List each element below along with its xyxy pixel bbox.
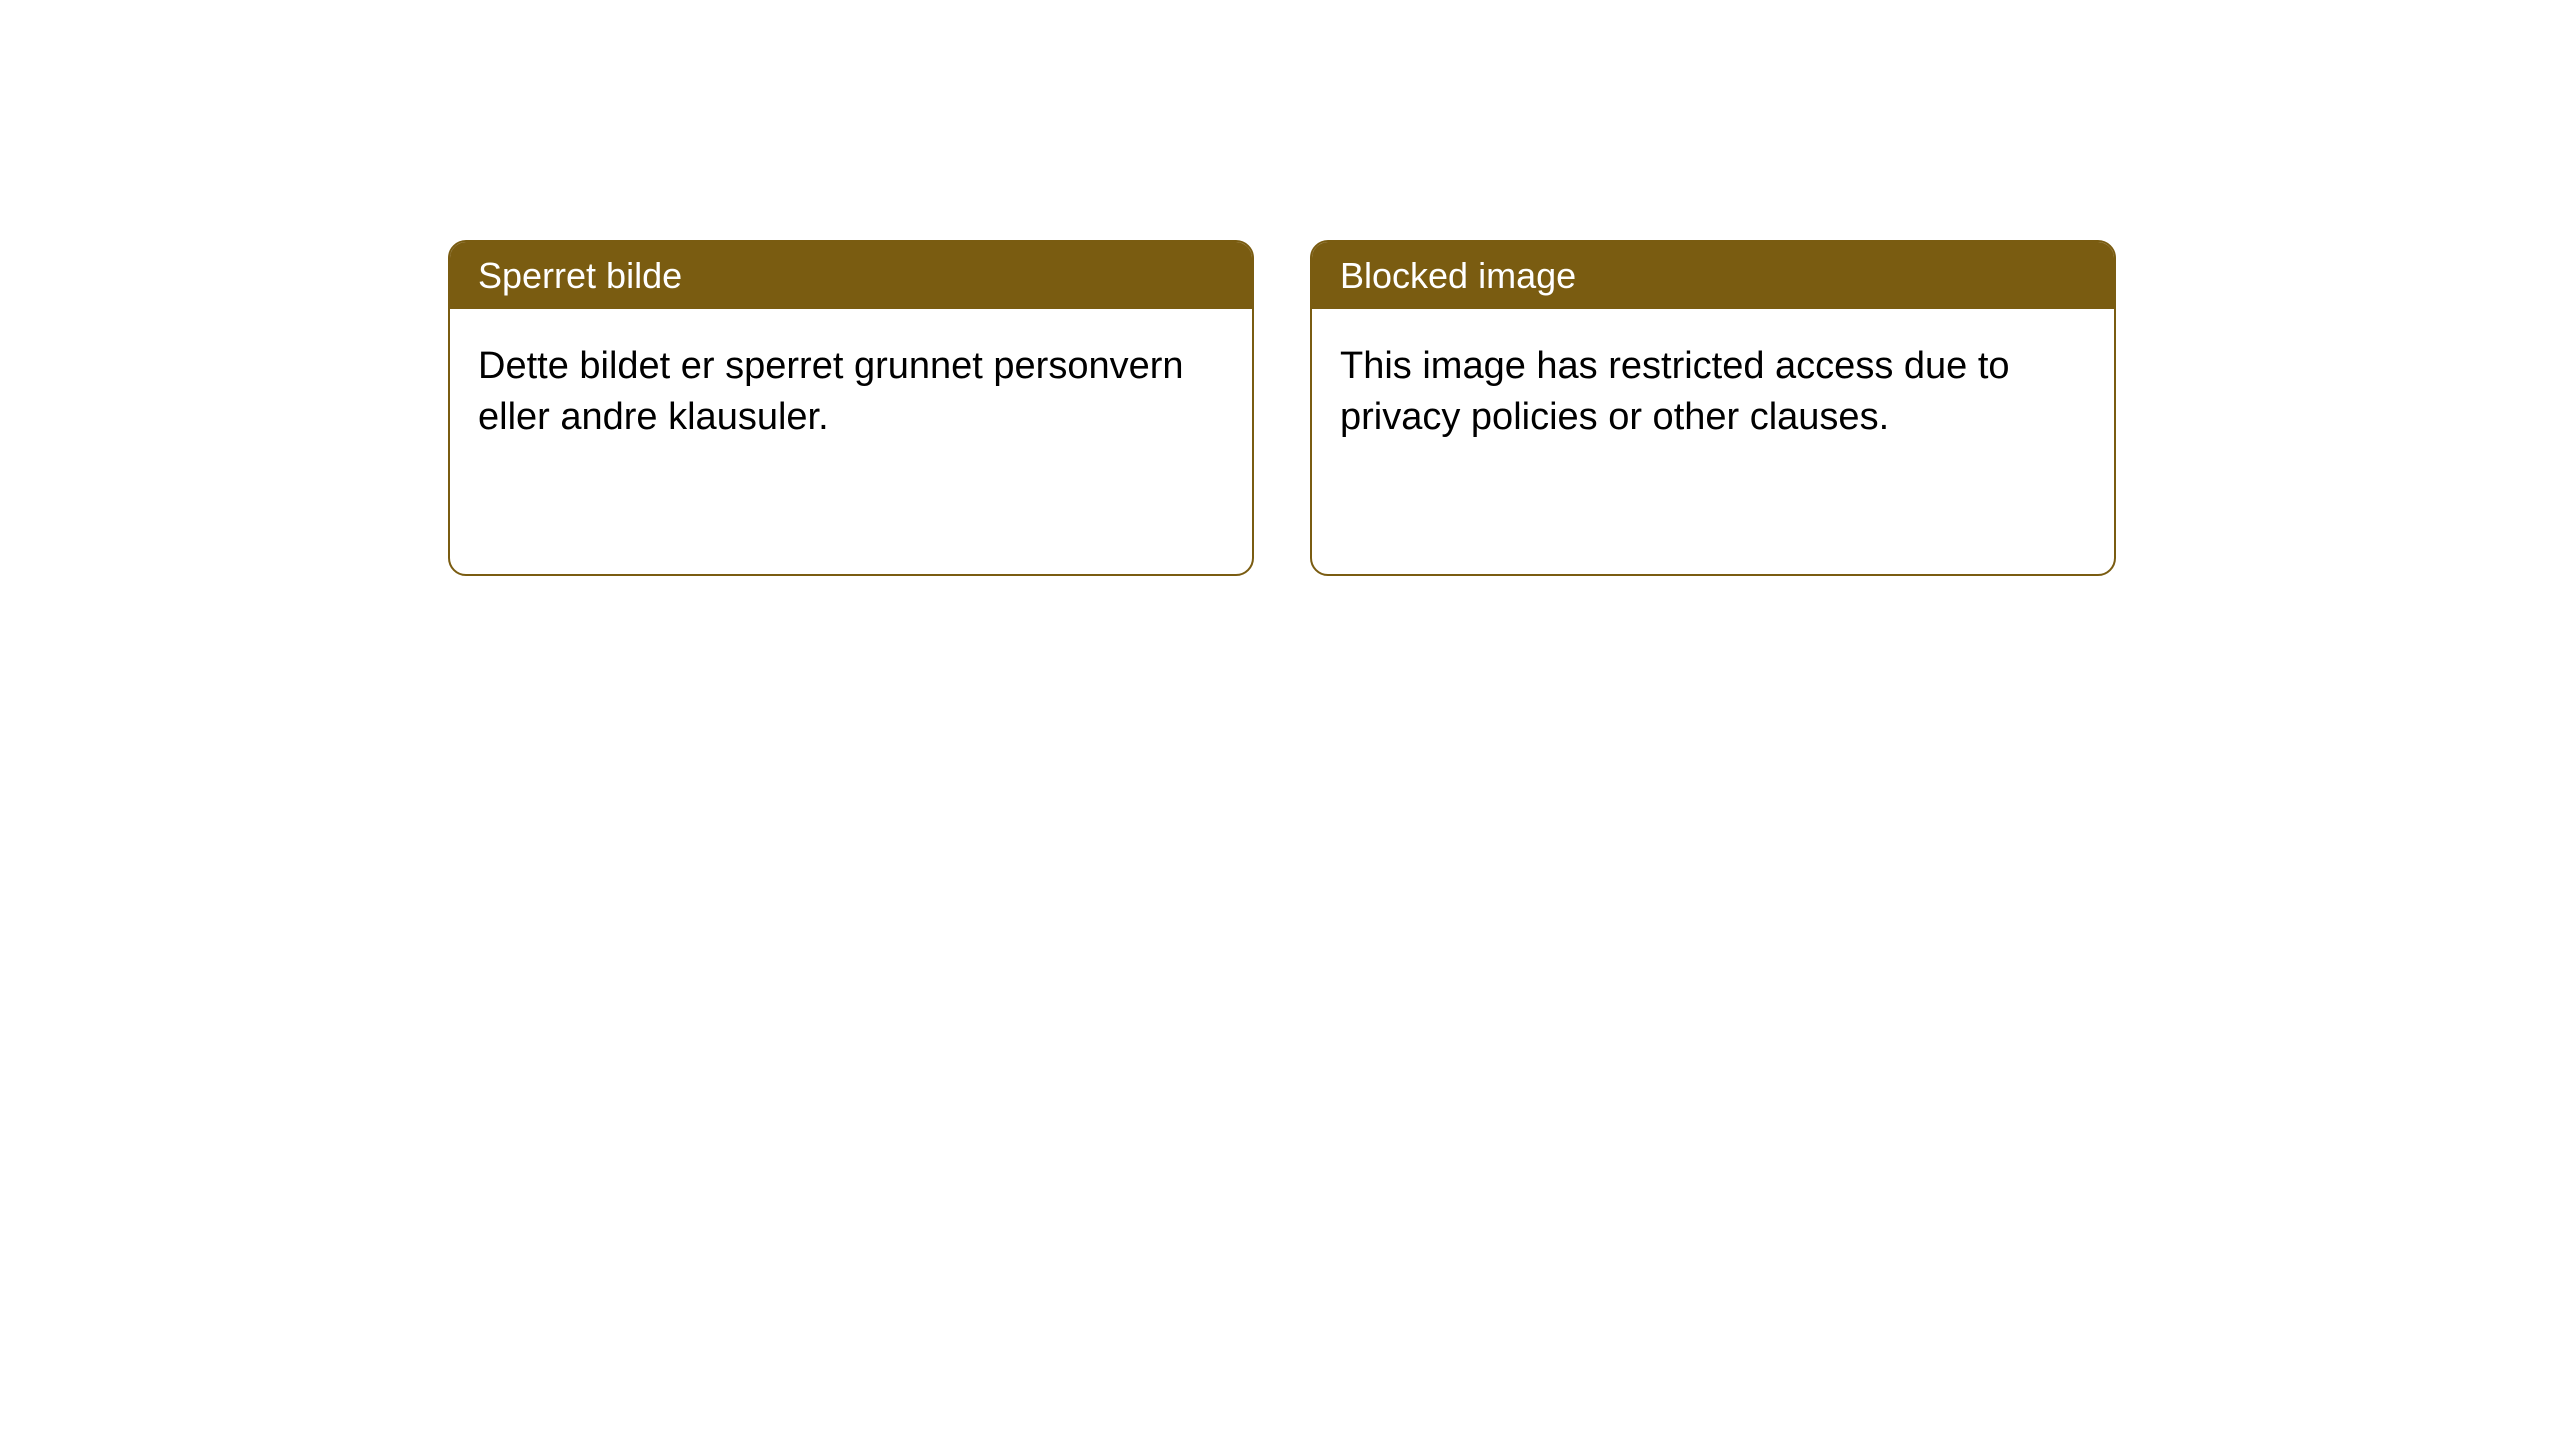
- notice-card-english: Blocked image This image has restricted …: [1310, 240, 2116, 576]
- notice-card-title: Blocked image: [1312, 242, 2114, 309]
- notice-card-title: Sperret bilde: [450, 242, 1252, 309]
- notice-container: Sperret bilde Dette bildet er sperret gr…: [0, 0, 2560, 576]
- notice-card-body: This image has restricted access due to …: [1312, 309, 2114, 476]
- notice-card-body: Dette bildet er sperret grunnet personve…: [450, 309, 1252, 476]
- notice-card-norwegian: Sperret bilde Dette bildet er sperret gr…: [448, 240, 1254, 576]
